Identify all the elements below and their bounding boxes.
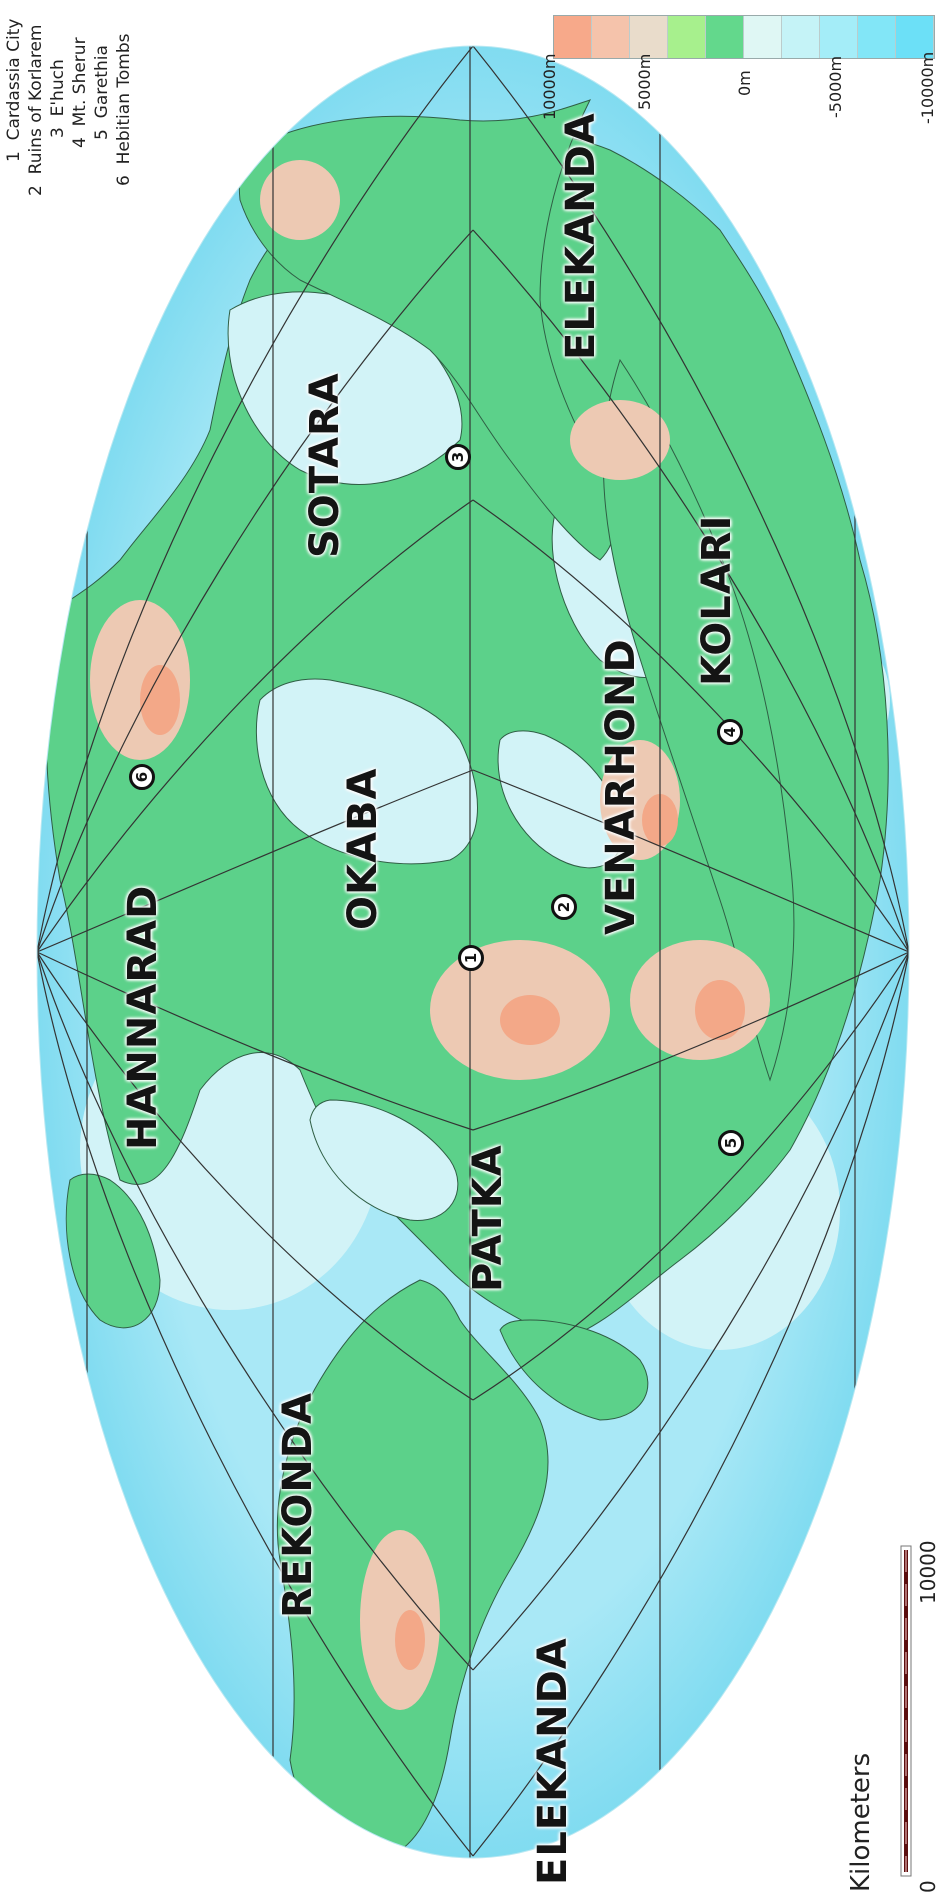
marker-number: 1 (462, 952, 480, 964)
location-marker-4: 4 (717, 719, 743, 745)
meridian-line (37, 229, 474, 953)
legend-number: 6 (114, 175, 134, 186)
legend-item-6: 6 Hebitian Tombs (114, 34, 134, 187)
meridian-line (472, 951, 909, 1671)
region-label-okaba: OKABA (340, 767, 386, 930)
elevation-swatch (706, 16, 744, 58)
meridian-line (472, 951, 909, 1857)
meridian-line (37, 46, 474, 953)
marker-number: 3 (449, 451, 467, 463)
elevation-swatch (782, 16, 820, 58)
meridian-line (472, 46, 909, 953)
region-label-rekonda: REKONDA (275, 1392, 321, 1618)
meridian-line (472, 951, 909, 1131)
legend-label: E'huch (48, 59, 68, 117)
elevation-swatch (592, 16, 630, 58)
legend-item-1: 1 Cardassia City (4, 19, 24, 162)
region-label-kolari: KOLARI (694, 514, 740, 686)
elevation-swatch (820, 16, 858, 58)
location-marker-3: 3 (445, 444, 471, 470)
patka-bay (309, 1099, 459, 1221)
elevation-color-scale (553, 15, 935, 59)
location-marker-1: 1 (458, 945, 484, 971)
legend-item-5: 5 Garethia (92, 45, 112, 140)
elevation-swatch (668, 16, 706, 58)
marker-number: 4 (721, 726, 739, 738)
elevation-swatch (554, 16, 592, 58)
region-label-elekanda-east: ELEKANDA (558, 112, 604, 360)
meridian-line (37, 769, 474, 953)
region-label-sotara: SOTARA (302, 372, 348, 558)
meridian-line (472, 499, 909, 953)
region-label-venarhond: VENARHOND (598, 638, 644, 935)
region-label-hannarad: HANNARAD (120, 884, 166, 1150)
legend-item-2: 2 Ruins of Korlarem (26, 25, 46, 196)
elevation-tick: -5000m (826, 55, 845, 118)
legend-number: 5 (92, 129, 112, 140)
legend-label: Cardassia City (4, 18, 24, 141)
elevation-swatch (630, 16, 668, 58)
meridian-line (37, 499, 474, 953)
meridian-line (37, 951, 474, 1131)
globe-outline (36, 45, 910, 1859)
legend-label: Hebitian Tombs (114, 33, 134, 165)
scale-bar-tick-0: 0 (916, 1880, 940, 1893)
location-marker-2: 2 (551, 894, 577, 920)
legend-label: Mt. Sherur (70, 37, 90, 127)
legend-number: 2 (26, 185, 46, 196)
scale-bar-fill (904, 1550, 908, 1872)
scale-bar-title: Kilometers (846, 1752, 876, 1892)
location-marker-5: 5 (718, 1130, 744, 1156)
location-marker-6: 6 (129, 764, 155, 790)
northwest-island (65, 1173, 161, 1329)
region-label-elekanda-west: ELEKANDA (530, 1637, 576, 1885)
legend-number: 1 (4, 151, 24, 162)
meridian-line (37, 951, 474, 1671)
mountain-peaks (140, 665, 745, 1670)
marker-number: 5 (722, 1137, 740, 1149)
legend-number: 4 (70, 137, 90, 148)
western-peninsula (499, 1319, 649, 1421)
marker-number: 6 (133, 771, 151, 783)
meridian-line (37, 951, 474, 1857)
meridian-line (37, 951, 474, 1401)
region-label-patka: PATKA (465, 1144, 511, 1292)
legend-item-4: 4 Mt. Sherur (70, 37, 90, 148)
elevation-tick: 5000m (635, 53, 654, 110)
elevation-swatch (744, 16, 782, 58)
elevation-tick: -10000m (918, 51, 937, 124)
elevation-tick: 10000m (540, 53, 559, 120)
legend-label: Garethia (92, 45, 112, 119)
meridian-line (472, 769, 909, 953)
elevation-swatch (858, 16, 896, 58)
meridian-line (472, 229, 909, 953)
scale-bar-tick-10000: 10000 (916, 1540, 940, 1604)
scale-bar (900, 1545, 912, 1877)
legend-label: Ruins of Korlarem (26, 24, 46, 175)
elevation-tick: 0m (735, 70, 754, 96)
okaba-sea (255, 678, 478, 865)
legend-number: 3 (48, 127, 68, 138)
marker-number: 2 (555, 901, 573, 913)
elevation-swatch (896, 16, 934, 58)
meridian-line (472, 951, 909, 1401)
legend-item-3: 3 E'huch (48, 59, 68, 138)
